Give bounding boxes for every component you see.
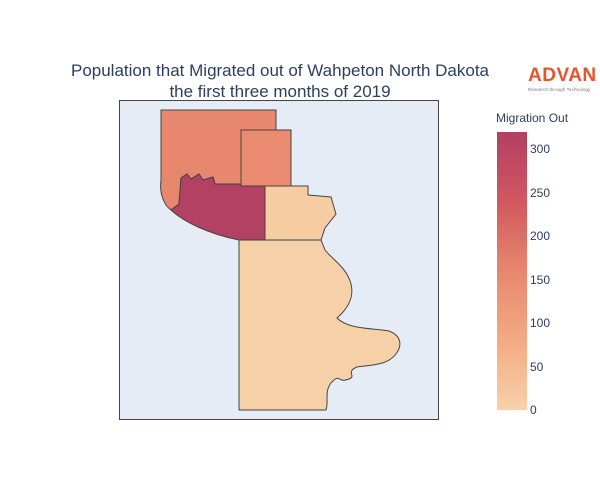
- colorbar-tick-label: 150: [530, 272, 551, 287]
- colorbar-tick-label: 100: [530, 316, 551, 331]
- colorbar: [497, 132, 527, 410]
- map[interactable]: [119, 100, 439, 420]
- title-line-1: Population that Migrated out of Wahpeton…: [70, 61, 489, 80]
- logo-wordmark: ADVAN: [528, 65, 597, 86]
- logo-tagline: Research through Technology: [528, 87, 591, 92]
- title-line-2: the first three months of 2019: [169, 82, 391, 101]
- colorbar-tick-label: 200: [530, 229, 551, 244]
- colorbar-tick-label: 0: [530, 403, 537, 417]
- colorbar-tick-label: 300: [530, 142, 551, 157]
- colorbar-tick-label: 50: [530, 359, 544, 374]
- advan-logo: ADVAN Research through Technology: [528, 65, 598, 93]
- region-north-central[interactable]: [240, 129, 292, 187]
- map-canvas[interactable]: [119, 100, 439, 420]
- colorbar-tick-label: 250: [530, 185, 551, 200]
- chart-title: Population that Migrated out of Wahpeton…: [20, 60, 540, 102]
- colorbar-title: Migration Out: [496, 111, 569, 125]
- region-south[interactable]: [238, 239, 401, 411]
